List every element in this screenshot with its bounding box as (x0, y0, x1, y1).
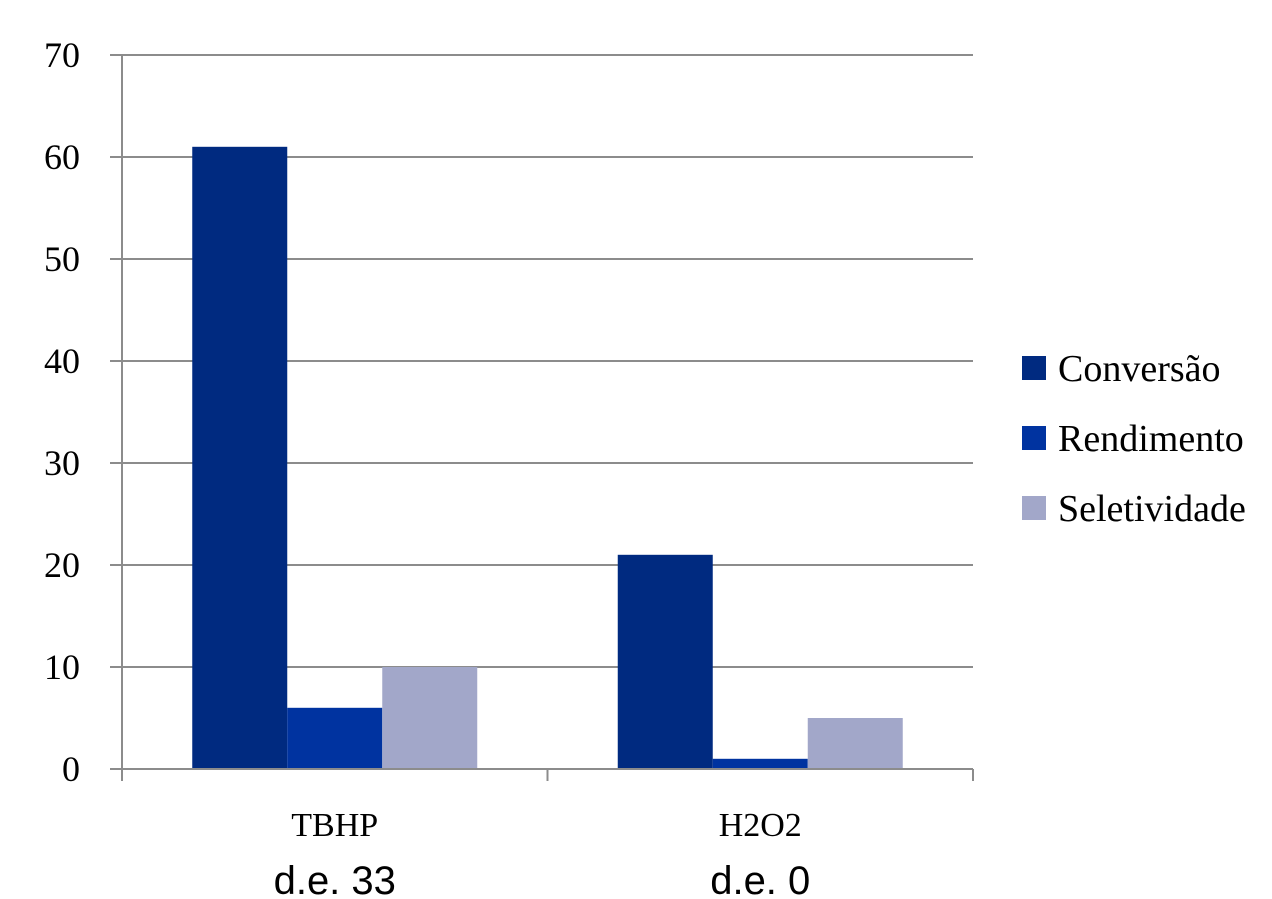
y-tick-label: 0 (62, 749, 80, 789)
y-tick-label: 20 (44, 545, 80, 585)
y-tick-label: 60 (44, 137, 80, 177)
bar-tbhp-1 (287, 707, 383, 769)
y-tick-labels: 0 10 20 30 40 50 60 70 (44, 35, 80, 789)
x-category-sublabel: d.e. 33 (274, 859, 396, 899)
x-category-sublabel: d.e. 0 (710, 859, 810, 899)
y-tick-label: 30 (44, 443, 80, 483)
bar-h2o2-0 (617, 554, 713, 769)
y-tick-label: 40 (44, 341, 80, 381)
y-tick-label: 70 (44, 35, 80, 75)
legend-swatch (1022, 356, 1046, 380)
bar-h2o2-1 (712, 758, 808, 769)
x-tick-labels: TBHP d.e. 33 H2O2 d.e. 0 (274, 807, 811, 899)
legend-swatch (1022, 496, 1046, 520)
bar-tbhp-0 (192, 146, 288, 770)
y-tick-label: 10 (44, 647, 80, 687)
axes (110, 54, 974, 781)
y-tick-label: 50 (44, 239, 80, 279)
legend-label: Conversão (1058, 348, 1221, 390)
legend-label: Seletividade (1058, 488, 1246, 530)
x-category-label: TBHP (291, 807, 378, 844)
legend: Conversão Rendimento Seletividade (1022, 348, 1246, 530)
bar-tbhp-2 (382, 667, 478, 769)
x-category-label: H2O2 (719, 807, 802, 844)
legend-label: Rendimento (1058, 418, 1244, 460)
bars (192, 146, 903, 770)
legend-swatch (1022, 426, 1046, 450)
bar-h2o2-2 (807, 718, 903, 769)
